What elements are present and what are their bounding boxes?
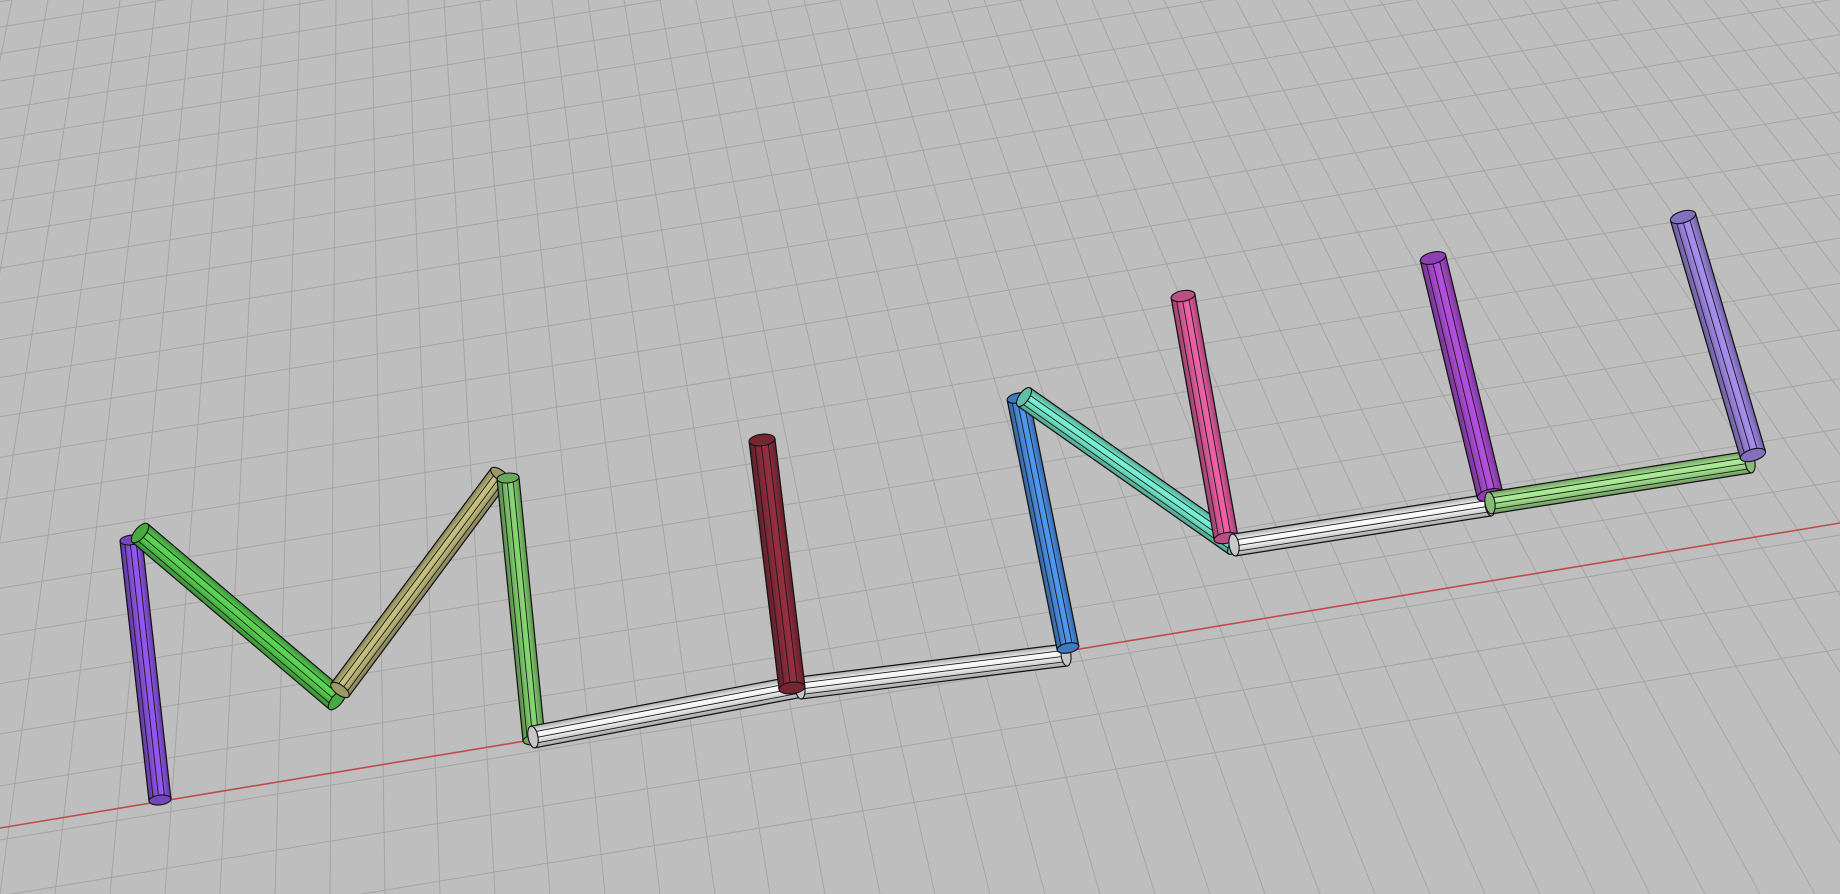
rod-lightgreen-vertical-body xyxy=(497,477,545,741)
rod-white-horizontal-1[interactable] xyxy=(526,674,809,748)
model-rods xyxy=(120,208,1768,806)
grid-line xyxy=(275,0,300,894)
rod-white-horizontal-3-body xyxy=(1232,494,1491,556)
grid-line xyxy=(444,0,495,894)
rod-lavender-vertical-facet xyxy=(1688,215,1758,453)
rod-magenta-vertical[interactable] xyxy=(1419,249,1504,503)
rod-white-horizontal-1-facet xyxy=(533,687,802,738)
grid-line xyxy=(1272,0,1760,894)
rod-darkred-vertical[interactable] xyxy=(748,433,805,696)
rod-green-diagonal-facet xyxy=(143,529,340,696)
rod-purple-vertical-body xyxy=(120,539,171,801)
grid-line xyxy=(1164,0,1595,894)
rod-magenta-vertical-facet xyxy=(1439,257,1496,494)
grid-line xyxy=(0,0,12,894)
grid-line xyxy=(0,194,1840,499)
grid-line xyxy=(0,0,84,894)
rod-lightgreen-vertical[interactable] xyxy=(497,472,546,746)
grid-line xyxy=(0,152,1840,457)
grid-line xyxy=(516,0,605,894)
grid-line xyxy=(624,0,770,894)
rod-white-horizontal-2-body xyxy=(799,644,1068,699)
grid-line xyxy=(55,0,156,894)
rod-white-horizontal-3-facet xyxy=(1234,506,1490,546)
grid-line xyxy=(552,0,660,894)
grid-line xyxy=(1560,0,1840,894)
grid-line xyxy=(0,0,48,894)
grid-line xyxy=(1632,0,1840,894)
grid-line xyxy=(0,429,1840,734)
grid-line xyxy=(1344,0,1840,894)
grid-line xyxy=(0,35,1840,340)
grid-line xyxy=(0,0,1840,81)
rod-lavender-vertical-facet xyxy=(1676,219,1746,457)
grid-line xyxy=(0,0,1840,268)
grid-line xyxy=(1596,0,1840,894)
grid-line xyxy=(0,0,1840,54)
rod-lavender-vertical[interactable] xyxy=(1669,208,1767,464)
grid-line xyxy=(588,0,715,894)
rod-lightgreen-horizontal-body xyxy=(1488,451,1751,514)
grid-line xyxy=(372,0,385,894)
rod-magenta-vertical-facet xyxy=(1432,258,1489,495)
grid-line xyxy=(480,0,550,894)
grid-line xyxy=(1380,0,1840,894)
grid-line xyxy=(0,0,1840,2)
rod-darkred-vertical-body xyxy=(749,438,805,689)
grid-line xyxy=(330,0,336,894)
grid-line xyxy=(165,0,228,894)
grid-line xyxy=(804,0,1045,894)
rod-white-horizontal-2[interactable] xyxy=(794,643,1072,699)
rod-lightgreen-horizontal[interactable] xyxy=(1483,450,1756,514)
grid-line xyxy=(0,112,1840,417)
grid-line xyxy=(1452,0,1840,894)
grid-line xyxy=(1812,0,1840,894)
rod-khaki-diagonal-facet xyxy=(336,472,496,687)
rod-green-diagonal[interactable] xyxy=(128,520,349,712)
rod-white-horizontal-1-body xyxy=(531,675,804,748)
rod-white-horizontal-1-facet xyxy=(532,681,801,732)
grid-line xyxy=(1488,0,1840,894)
grid-line xyxy=(660,0,825,894)
grid-line xyxy=(1776,0,1840,894)
rod-khaki-diagonal[interactable] xyxy=(328,465,511,701)
rod-green-diagonal-facet xyxy=(139,534,336,701)
grid-line xyxy=(0,0,1840,303)
grid-line xyxy=(0,283,1840,588)
rod-green-diagonal-facet xyxy=(135,538,332,705)
grid-line xyxy=(0,73,1840,378)
grid-line xyxy=(1524,0,1840,894)
grid-line xyxy=(220,0,264,894)
rod-white-horizontal-3[interactable] xyxy=(1227,493,1496,556)
grid-line xyxy=(0,535,1840,840)
